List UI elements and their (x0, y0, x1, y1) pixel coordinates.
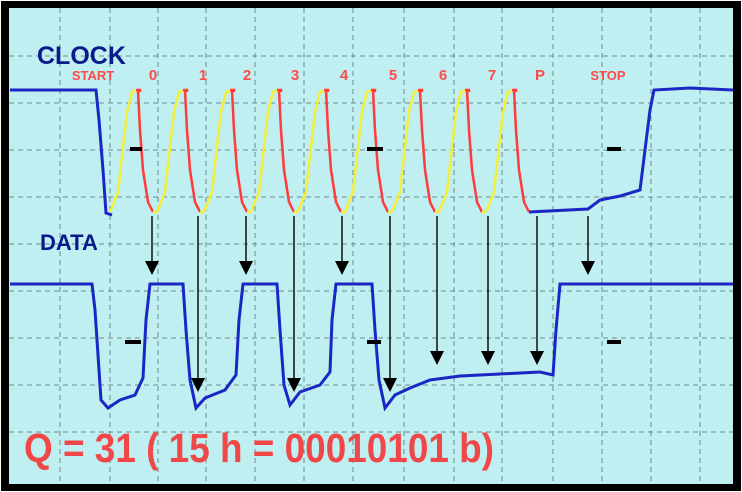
screen-background (9, 8, 733, 484)
bit-labels: START 0 1 2 3 4 5 6 7 P STOP (72, 67, 626, 84)
clock-high-level (371, 88, 377, 92)
sample-arrow-head (239, 261, 253, 275)
data-trace (10, 282, 733, 412)
sample-arrow-head (383, 378, 397, 392)
bit-label: 7 (488, 67, 496, 84)
clock-high-level (277, 88, 283, 92)
clock-idle-segment (10, 88, 113, 217)
bit-label: 5 (389, 67, 397, 84)
clock-rising-edge (155, 88, 186, 213)
graticule (9, 8, 733, 484)
decoded-value: Q = 31 ( 15 h = 00010101 b) (24, 425, 494, 471)
bit-label: START (72, 68, 114, 83)
clock-falling-edge (324, 89, 343, 213)
sample-arrow-head (481, 351, 495, 365)
clock-rising-edge (249, 88, 280, 213)
clock-high-level (324, 88, 330, 92)
clock-falling-edge (183, 89, 202, 213)
clock-high-level (183, 88, 189, 92)
clock-high-level (418, 88, 424, 92)
clock-falling-edge (230, 89, 249, 213)
clock-high-level (465, 88, 471, 92)
sample-arrow-head (191, 378, 205, 392)
clock-rising-edge (390, 88, 421, 213)
clock-rising-edge (437, 88, 468, 213)
sample-arrows (145, 216, 595, 392)
clock-falling-edge (371, 89, 390, 213)
level-markers (125, 147, 621, 344)
clock-rising-edge (296, 88, 327, 213)
data-waveform (10, 282, 733, 412)
clock-falling-edge (465, 89, 484, 213)
bit-label: P (535, 67, 545, 84)
bit-label: STOP (590, 68, 625, 83)
clock-high-level (230, 88, 236, 92)
clock-falling-edge (277, 89, 296, 213)
sample-arrow-head (430, 351, 444, 365)
clock-falling-edge (512, 89, 531, 213)
clock-rising-edge (202, 88, 233, 213)
sample-arrow-head (335, 261, 349, 275)
bit-label: 3 (291, 67, 299, 84)
clock-high-level (512, 88, 518, 92)
data-label: DATA (40, 230, 98, 255)
clock-trace (10, 86, 734, 217)
bit-label: 2 (243, 67, 251, 84)
sample-arrow-head (581, 261, 595, 275)
clock-rising-edge (484, 88, 515, 213)
clock-high-level (136, 88, 142, 92)
clock-rising-edge (343, 88, 374, 213)
clock-rising-edge (108, 88, 139, 213)
bit-label: 4 (340, 67, 349, 84)
clock-falling-edge (136, 89, 155, 213)
clock-label: CLOCK (37, 42, 126, 70)
bit-label: 1 (199, 67, 207, 84)
sample-arrow-head (287, 378, 301, 392)
sample-arrow-head (530, 351, 544, 365)
bit-label: 6 (439, 67, 447, 84)
clock-stop-segment (528, 86, 734, 214)
sample-arrow-head (145, 261, 159, 275)
clock-falling-edge (418, 89, 437, 213)
bit-label: 0 (149, 67, 157, 84)
